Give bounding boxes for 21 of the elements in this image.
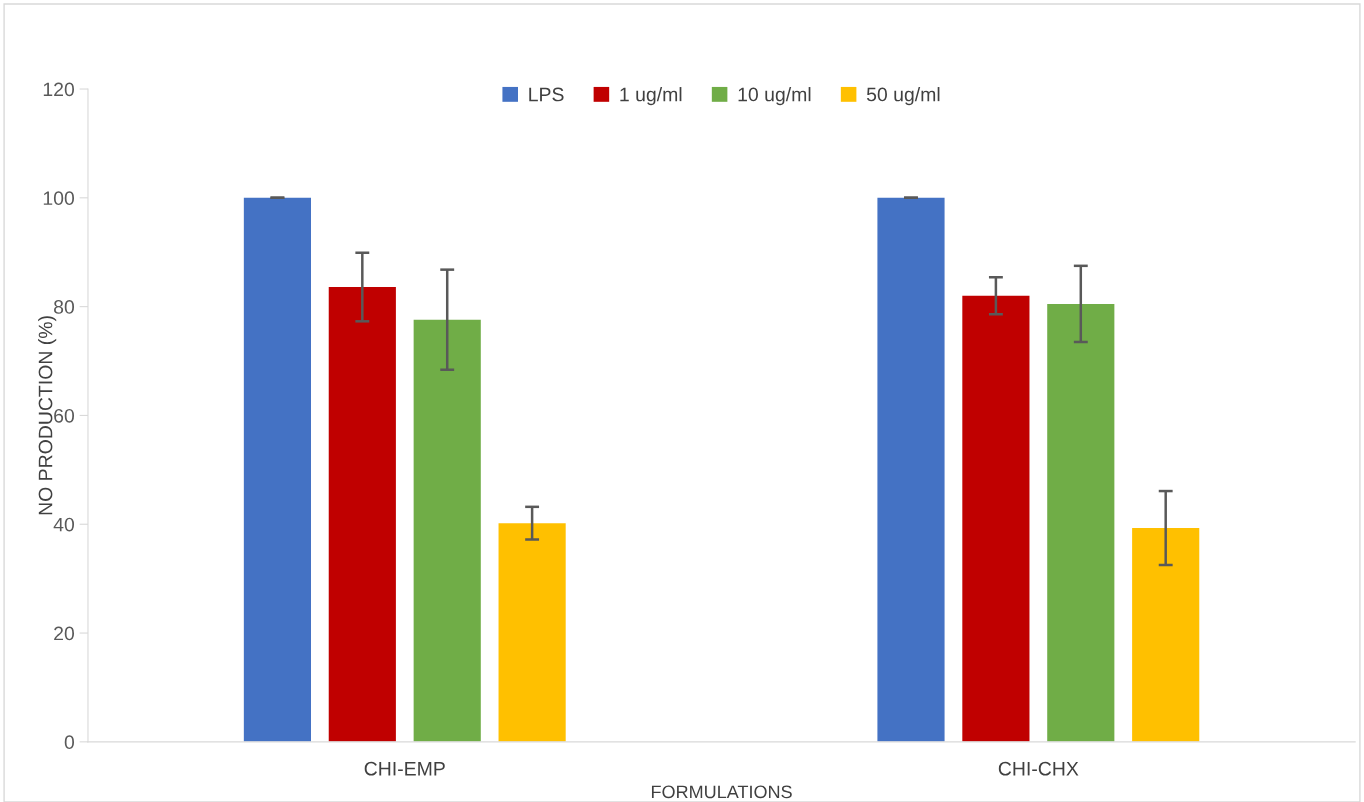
bar: [1132, 528, 1200, 742]
bar: [498, 523, 566, 742]
y-tick-label: 120: [43, 82, 75, 97]
legend-label: LPS: [529, 87, 564, 102]
bar: [413, 319, 481, 742]
x-tick-label: CHI-CHX: [998, 761, 1079, 776]
y-tick-label: 40: [53, 517, 75, 532]
y-tick-label: 20: [54, 626, 75, 641]
bar: [877, 197, 945, 742]
x-tick-label: CHI-EMP: [364, 761, 445, 776]
y-tick-label: 100: [43, 191, 75, 206]
x-axis-title: FORMULATIONS: [651, 785, 792, 799]
legend-label: 50 ug/ml: [866, 87, 940, 106]
bar: [328, 287, 396, 742]
y-tick-label: 80: [54, 300, 75, 314]
legend-label: 1 ug/ml: [620, 87, 682, 106]
bar: [243, 197, 311, 742]
legend-label: 10 ug/ml: [738, 87, 811, 106]
bar: [1047, 303, 1115, 742]
bar: [962, 295, 1030, 742]
y-tick-label: 0: [64, 735, 75, 750]
